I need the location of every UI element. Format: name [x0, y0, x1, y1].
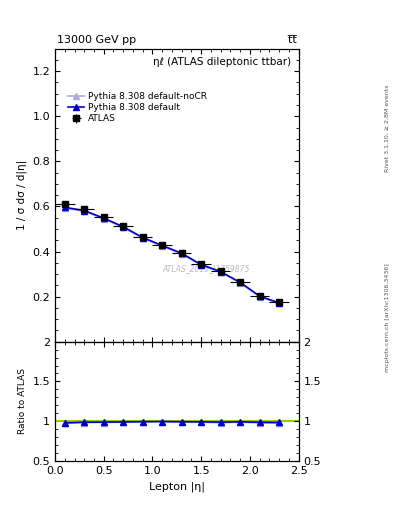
Pythia 8.308 default-noCR: [62, 205, 67, 211]
Text: ηℓ (ATLAS dileptonic ttbar): ηℓ (ATLAS dileptonic ttbar): [153, 57, 291, 68]
Pythia 8.308 default-noCR: [238, 280, 242, 286]
Pythia 8.308 default: [101, 215, 106, 221]
Line: Pythia 8.308 default-noCR: Pythia 8.308 default-noCR: [62, 205, 282, 306]
Pythia 8.308 default: [179, 250, 184, 257]
Text: mcplots.cern.ch [arXiv:1306.3436]: mcplots.cern.ch [arXiv:1306.3436]: [385, 263, 389, 372]
Text: ATLAS_2019_I1759875: ATLAS_2019_I1759875: [162, 264, 250, 273]
Pythia 8.308 default: [82, 207, 86, 214]
Pythia 8.308 default-noCR: [257, 293, 262, 300]
Pythia 8.308 default-noCR: [199, 262, 204, 268]
Y-axis label: Ratio to ATLAS: Ratio to ATLAS: [18, 368, 27, 434]
Pythia 8.308 default-noCR: [82, 208, 86, 214]
Pythia 8.308 default: [140, 234, 145, 241]
Pythia 8.308 default-noCR: [277, 301, 281, 307]
Pythia 8.308 default: [160, 242, 165, 248]
Pythia 8.308 default-noCR: [121, 224, 126, 230]
Pythia 8.308 default-noCR: [179, 251, 184, 257]
Pythia 8.308 default-noCR: [140, 235, 145, 241]
Pythia 8.308 default: [121, 224, 126, 230]
Legend: Pythia 8.308 default-noCR, Pythia 8.308 default, ATLAS: Pythia 8.308 default-noCR, Pythia 8.308 …: [64, 89, 211, 127]
Pythia 8.308 default: [238, 280, 242, 286]
Line: Pythia 8.308 default: Pythia 8.308 default: [62, 205, 282, 306]
Pythia 8.308 default: [199, 262, 204, 268]
Pythia 8.308 default-noCR: [219, 269, 223, 275]
Text: t̅t̅: t̅t̅: [288, 35, 297, 45]
Pythia 8.308 default: [219, 268, 223, 274]
Pythia 8.308 default: [62, 204, 67, 210]
X-axis label: Lepton |η|: Lepton |η|: [149, 481, 205, 492]
Pythia 8.308 default: [257, 293, 262, 299]
Text: 13000 GeV pp: 13000 GeV pp: [57, 35, 136, 45]
Pythia 8.308 default-noCR: [101, 216, 106, 222]
Pythia 8.308 default: [277, 300, 281, 306]
Pythia 8.308 default-noCR: [160, 243, 165, 249]
Text: Rivet 3.1.10, ≥ 2.8M events: Rivet 3.1.10, ≥ 2.8M events: [385, 84, 389, 172]
Y-axis label: 1 / σ dσ / d|η|: 1 / σ dσ / d|η|: [17, 160, 27, 230]
